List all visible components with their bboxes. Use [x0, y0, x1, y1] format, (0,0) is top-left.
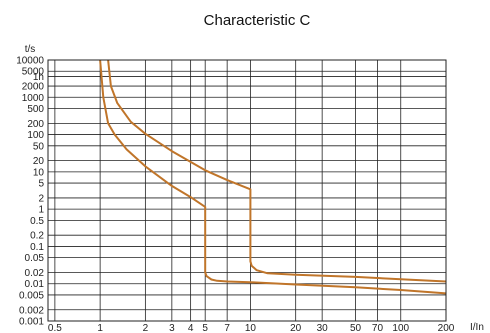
x-tick-label: 50 [350, 323, 362, 333]
x-tick-label: 100 [392, 323, 409, 333]
y-tick-label: 50 [33, 141, 45, 152]
x-tick-label: 3 [169, 323, 175, 333]
y-tick-label: 20 [33, 156, 45, 167]
trip-curve-series [107, 59, 447, 283]
x-tick-label: 0.5 [48, 323, 62, 333]
x-tick-label: 1 [97, 323, 103, 333]
y-tick-label: 1h [33, 72, 44, 83]
y-tick-label: 0.002 [19, 305, 44, 316]
x-axis-label: I/In [470, 322, 484, 333]
y-tick-label: 10000 [16, 56, 44, 67]
y-tick-label: 0.001 [19, 317, 44, 328]
y-tick-label: 200 [27, 119, 44, 130]
x-tick-label: 20 [290, 323, 302, 333]
y-tick-label: 1000 [22, 93, 45, 104]
y-tick-label: 0.05 [25, 253, 45, 264]
plot-frame [47, 59, 447, 322]
y-axis-label: t/s [25, 44, 36, 55]
x-tick-label: 5 [202, 323, 208, 333]
x-tick-label: 4 [188, 323, 194, 333]
x-tick-label: 200 [438, 323, 455, 333]
x-tick-label: 10 [245, 323, 257, 333]
x-tick-label: 7 [224, 323, 230, 333]
y-tick-label: 10 [33, 167, 45, 178]
y-tick-label: 0.01 [25, 279, 45, 290]
x-tick-label: 30 [317, 323, 329, 333]
y-tick-label: 5 [38, 179, 44, 190]
y-tick-label: 100 [27, 130, 44, 141]
y-tick-label: 0.005 [19, 290, 44, 301]
y-tick-label: 1 [38, 205, 44, 216]
y-tick-label: 0.2 [30, 231, 44, 242]
y-tick-label: 0.02 [25, 268, 45, 279]
x-tick-label: 70 [372, 323, 384, 333]
y-tick-label: 500 [27, 104, 44, 115]
trip-curve-series [99, 59, 447, 295]
trip-curves [99, 59, 447, 295]
x-tick-label: 2 [143, 323, 149, 333]
y-tick-label: 0.1 [30, 242, 44, 253]
y-tick-label: 2000 [22, 82, 45, 93]
y-tick-label: 0.5 [30, 216, 44, 227]
chart-title: Characteristic C [204, 12, 311, 29]
tick-labels: 0.5 1 2 3 4 5 7 10 20 30 50 70 100 2001000050001h2000… [16, 56, 455, 333]
y-tick-label: 5000 [22, 67, 45, 78]
y-tick-label: 2 [38, 193, 44, 204]
